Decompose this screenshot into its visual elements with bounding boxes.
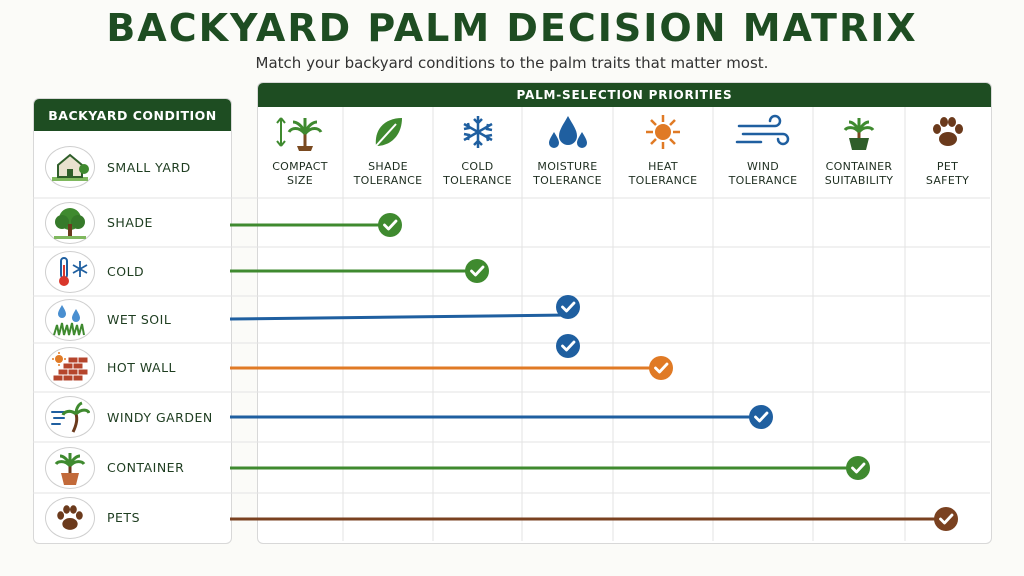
column-label: SHADE TOLERANCE	[353, 160, 423, 187]
row-condition: CONTAINER	[33, 442, 230, 493]
check-mark	[649, 356, 673, 380]
column-label: MOISTURE TOLERANCE	[533, 160, 602, 187]
row-label: CONTAINER	[107, 460, 185, 475]
potted-palm-icon	[839, 110, 879, 154]
row-condition: WINDY GARDEN	[33, 392, 230, 442]
water-drops-icon	[546, 110, 590, 154]
compact-palm-icon	[275, 110, 325, 154]
check-mark	[556, 334, 580, 358]
house-icon	[45, 146, 95, 188]
column-header: HEAT TOLERANCE	[613, 110, 713, 198]
column-header: SHADE TOLERANCE	[343, 110, 433, 198]
check-mark	[378, 213, 402, 237]
row-label: COLD	[107, 264, 145, 279]
brick-wall-icon	[45, 346, 95, 389]
page-title: BACKYARD PALM DECISION MATRIX	[106, 6, 918, 50]
column-header: WIND TOLERANCE	[713, 110, 813, 198]
column-label: WIND TOLERANCE	[728, 160, 798, 187]
row-label: SMALL YARD	[107, 159, 191, 175]
row-condition: COLD	[33, 247, 230, 296]
row-condition: HOT WALL	[33, 343, 230, 392]
windy-palm-icon	[45, 396, 95, 438]
connection-line	[229, 313, 569, 321]
column-label: COLD TOLERANCE	[443, 160, 512, 187]
check-mark	[846, 456, 870, 480]
backyard-condition-header: BACKYARD CONDITION	[34, 99, 231, 131]
row-label: HOT WALL	[107, 360, 177, 375]
thermometer-icon	[45, 250, 95, 293]
column-label: PET SAFETY	[925, 160, 970, 187]
check-mark	[556, 295, 580, 319]
column-header: MOISTURE TOLERANCE	[522, 110, 613, 198]
palm-priorities-header: PALM-SELECTION PRIORITIES	[258, 83, 991, 107]
column-label: HEAT TOLERANCE	[628, 160, 698, 187]
row-condition: WET SOIL	[33, 296, 230, 343]
pet-paw-icon	[45, 496, 95, 539]
column-label: CONTAINER SUITABILITY	[824, 160, 894, 187]
page-subtitle: Match your backyard conditions to the pa…	[255, 54, 769, 72]
column-header: COMPACT SIZE	[257, 110, 343, 198]
row-condition: SHADE	[33, 198, 230, 247]
row-label: WINDY GARDEN	[107, 409, 213, 425]
wind-icon	[735, 110, 791, 154]
tree-icon	[45, 201, 95, 244]
container-palm-icon	[45, 446, 95, 489]
sun-icon	[643, 110, 683, 154]
paw-icon	[928, 110, 968, 154]
row-label: WET SOIL	[107, 312, 172, 327]
snowflake-icon	[458, 110, 498, 154]
leaf-icon	[368, 110, 408, 154]
column-header: COLD TOLERANCE	[433, 110, 522, 198]
column-label: COMPACT SIZE	[272, 160, 328, 187]
column-header: CONTAINER SUITABILITY	[813, 110, 905, 198]
check-mark	[465, 259, 489, 283]
row-label: PETS	[107, 510, 141, 525]
column-header: PET SAFETY	[905, 110, 990, 198]
row-label: SHADE	[107, 215, 153, 230]
check-mark	[934, 507, 958, 531]
check-mark	[749, 405, 773, 429]
row-condition: SMALL YARD	[33, 136, 230, 198]
wet-grass-icon	[45, 298, 95, 341]
row-condition: PETS	[33, 493, 230, 542]
